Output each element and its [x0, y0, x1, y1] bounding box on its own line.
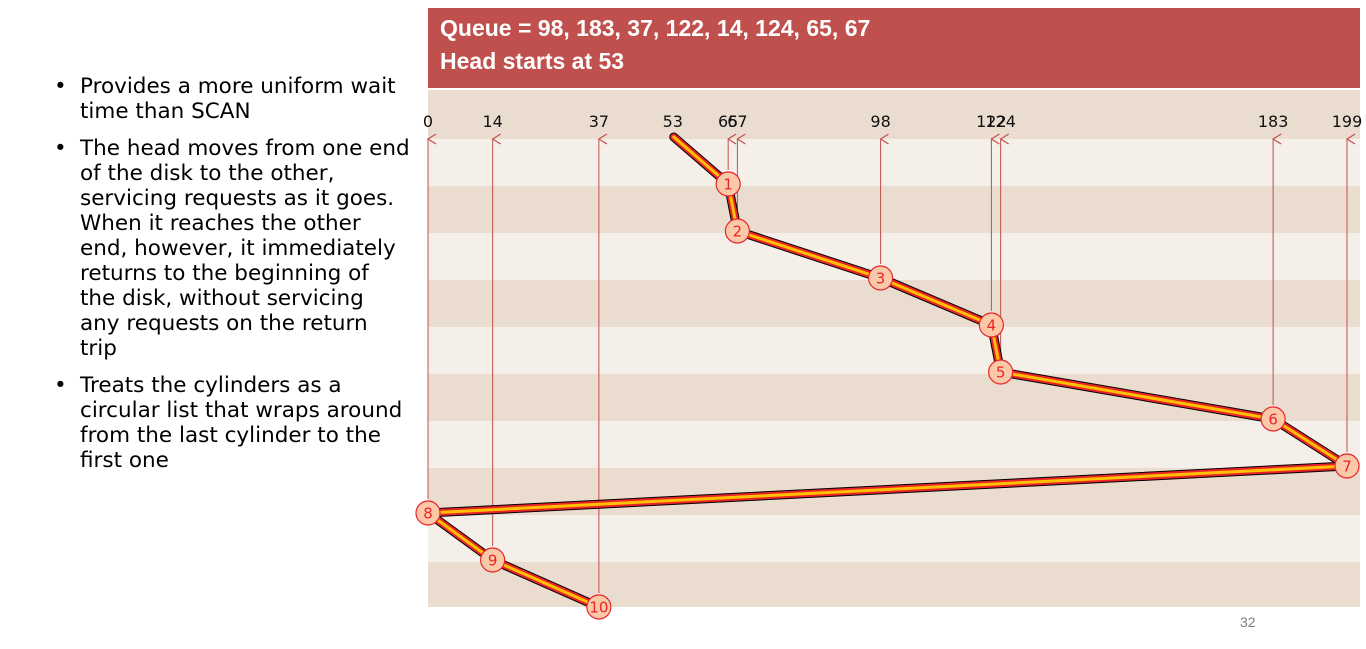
head-path-segment [426, 511, 495, 562]
cylinder-tick-label: 37 [589, 112, 609, 131]
stripe [428, 327, 1360, 374]
cylinder-tick-label: 14 [482, 112, 502, 131]
stripe [428, 421, 1360, 468]
head-path-segment [999, 370, 1275, 421]
head-path-segment [426, 464, 1349, 515]
step-marker-label: 10 [589, 599, 608, 617]
cylinder-tick-label: 98 [870, 112, 890, 131]
cylinder-tick-label: 0 [423, 112, 433, 131]
queue-text: Queue = 98, 183, 37, 122, 14, 124, 65, 6… [440, 15, 871, 41]
bullet-item: • Treats the cylinders as a circular list… [50, 373, 410, 473]
stripe [428, 374, 1360, 421]
bullet-item: • The head moves from one end of the disk… [50, 136, 410, 361]
bullet-list: • Provides a more uniform wait time than … [50, 74, 410, 485]
head-path-segment [1271, 417, 1349, 468]
step-marker-label: 7 [1342, 458, 1352, 476]
cylinder-tick-label: 199 [1332, 112, 1363, 131]
cylinder-tick-label: 122 [976, 112, 1007, 131]
step-marker [480, 547, 506, 573]
step-marker-label: 5 [996, 364, 1006, 382]
step-marker [415, 500, 441, 526]
bullet-text: Treats the cylinders as a circular list … [80, 373, 403, 473]
stripe [428, 90, 1360, 139]
cylinder-tick-label: 67 [727, 112, 747, 131]
step-marker-label: 8 [423, 505, 433, 523]
cylinder-tick-label: 183 [1258, 112, 1289, 131]
step-marker [715, 171, 741, 197]
head-path-segment [735, 229, 883, 280]
bullet-item: • Provides a more uniform wait time than … [50, 74, 410, 124]
step-marker-label: 9 [488, 552, 498, 570]
queue-banner: Queue = 98, 183, 37, 122, 14, 124, 65, 6… [428, 8, 1360, 88]
stripe [428, 233, 1360, 280]
page-number: 32 [1240, 614, 1256, 630]
step-marker [586, 594, 612, 620]
stripe [428, 186, 1360, 233]
step-marker [988, 359, 1014, 385]
head-start-text: Head starts at 53 [440, 48, 625, 74]
step-marker-label: 6 [1268, 411, 1278, 429]
step-marker [1260, 406, 1286, 432]
step-marker-label: 1 [723, 176, 733, 194]
bullet-dot-icon: • [54, 373, 67, 398]
step-marker [978, 312, 1005, 338]
stripe [428, 515, 1360, 562]
head-path-segment [491, 558, 601, 609]
bullet-text: Provides a more uniform wait time than S… [80, 74, 396, 124]
step-marker [1334, 453, 1360, 479]
step-marker [724, 218, 751, 244]
step-marker-label: 3 [876, 270, 886, 288]
step-marker-label: 4 [987, 317, 997, 335]
cylinder-tick-label: 53 [663, 112, 683, 131]
stripe [428, 139, 1360, 186]
bullet-dot-icon: • [54, 136, 67, 161]
head-path-segment [879, 276, 993, 327]
step-marker-label: 2 [733, 223, 743, 241]
bullet-text: The head moves from one end of the disk … [80, 136, 410, 361]
stripe [428, 562, 1360, 607]
cylinder-tick-label: 124 [985, 112, 1016, 131]
bullet-dot-icon: • [54, 74, 67, 99]
cylinder-tick-label: 65 [718, 112, 738, 131]
step-marker [867, 265, 894, 291]
